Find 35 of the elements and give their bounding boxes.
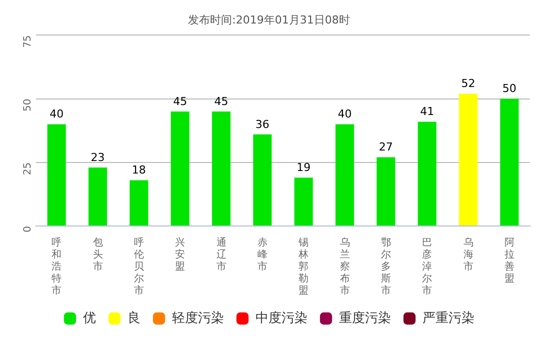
- data-label: 40: [338, 108, 352, 121]
- data-label: 41: [420, 105, 434, 118]
- data-label: 45: [173, 94, 188, 108]
- x-tick-label: 巴彦淖尔市: [422, 238, 432, 297]
- x-tick-label: 锡林郭勒盟: [298, 238, 309, 297]
- y-tick-label: 50: [22, 98, 34, 112]
- x-tick-label: 呼和浩特市: [52, 236, 62, 297]
- x-tick-label: 通辽市: [216, 236, 226, 273]
- x-tick-label: 呼伦贝尔市: [134, 236, 144, 297]
- legend-label: 优: [83, 310, 96, 326]
- data-label: 50: [502, 82, 516, 96]
- x-tick-label: 包头市: [92, 236, 103, 273]
- y-tick-label: 0: [22, 226, 34, 232]
- chart-title: 发布时间:2019年01月31日08时: [188, 13, 350, 26]
- data-label: 18: [132, 164, 146, 177]
- data-label: 52: [461, 77, 476, 90]
- legend-label: 中度污染: [256, 310, 308, 326]
- x-tick-label: 兴安盟: [175, 236, 186, 273]
- data-label: 19: [296, 161, 311, 174]
- data-label: 45: [214, 94, 228, 108]
- data-label: 27: [378, 140, 393, 154]
- x-tick-label: 赤峰市: [257, 236, 268, 273]
- data-label: 23: [90, 150, 105, 164]
- x-tick-label: 乌海市: [463, 236, 474, 273]
- x-tick-label: 阿拉善盟: [504, 238, 514, 285]
- y-tick-label: 25: [22, 162, 34, 176]
- x-tick-label: 鄂尔多斯市: [380, 238, 391, 297]
- data-label: 36: [255, 118, 270, 131]
- data-label: 40: [50, 108, 64, 121]
- y-tick-label: 75: [22, 35, 34, 48]
- legend-label: 严重污染: [422, 310, 474, 326]
- legend-label: 良: [128, 310, 140, 326]
- legend-label: 轻度污染: [172, 310, 224, 326]
- legend-label: 重度污染: [339, 310, 391, 326]
- x-tick-label: 乌兰察布市: [340, 236, 350, 297]
